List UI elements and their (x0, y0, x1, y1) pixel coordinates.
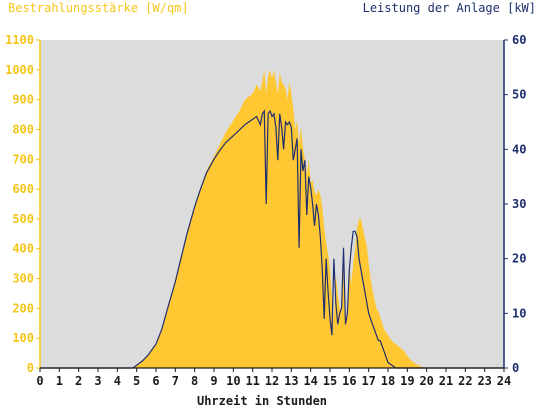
x-tick-label: 7 (172, 374, 179, 388)
left-tick-label: 900 (12, 93, 34, 107)
x-axis-title: Uhrzeit in Stunden (197, 394, 327, 408)
left-axis-title: Bestrahlungsstärke [W/qm] (8, 1, 189, 15)
x-tick-label: 24 (497, 374, 511, 388)
x-tick-label: 0 (36, 374, 43, 388)
x-tick-label: 17 (361, 374, 375, 388)
x-tick-label: 12 (265, 374, 279, 388)
right-axis-title: Leistung der Anlage [kW] (363, 1, 536, 15)
left-tick-label: 700 (12, 152, 34, 166)
left-tick-label: 800 (12, 122, 34, 136)
left-tick-label: 400 (12, 242, 34, 256)
x-tick-label: 16 (342, 374, 356, 388)
x-tick-label: 18 (381, 374, 395, 388)
right-tick-label: 40 (512, 142, 526, 156)
x-tick-label: 2 (75, 374, 82, 388)
x-tick-label: 11 (245, 374, 259, 388)
left-tick-label: 0 (27, 361, 34, 375)
x-tick-label: 21 (439, 374, 453, 388)
x-tick-label: 20 (419, 374, 433, 388)
x-tick-label: 1 (56, 374, 63, 388)
x-tick-label: 23 (477, 374, 491, 388)
left-tick-label: 200 (12, 301, 34, 315)
x-tick-label: 3 (94, 374, 101, 388)
x-tick-label: 19 (400, 374, 414, 388)
irradiance-area (40, 69, 504, 368)
right-tick-label: 30 (512, 197, 526, 211)
right-tick-label: 50 (512, 88, 526, 102)
left-tick-label: 300 (12, 272, 34, 286)
x-tick-label: 9 (210, 374, 217, 388)
x-tick-label: 4 (114, 374, 121, 388)
left-tick-label: 100 (12, 331, 34, 345)
left-tick-label: 1000 (5, 63, 34, 77)
x-tick-label: 13 (284, 374, 298, 388)
x-tick-label: 22 (458, 374, 472, 388)
axes-layer: 0100200300400500600700800900100011000102… (5, 33, 526, 388)
power-line (40, 109, 504, 369)
x-tick-label: 14 (303, 374, 317, 388)
x-tick-label: 10 (226, 374, 240, 388)
right-tick-label: 20 (512, 252, 526, 266)
right-tick-label: 10 (512, 306, 526, 320)
x-tick-label: 5 (133, 374, 140, 388)
left-tick-label: 1100 (5, 33, 34, 47)
series-layer (40, 69, 504, 369)
right-tick-label: 60 (512, 33, 526, 47)
left-tick-label: 600 (12, 182, 34, 196)
x-tick-label: 6 (152, 374, 159, 388)
right-tick-label: 0 (512, 361, 519, 375)
left-tick-label: 500 (12, 212, 34, 226)
x-tick-label: 8 (191, 374, 198, 388)
x-tick-label: 15 (323, 374, 337, 388)
